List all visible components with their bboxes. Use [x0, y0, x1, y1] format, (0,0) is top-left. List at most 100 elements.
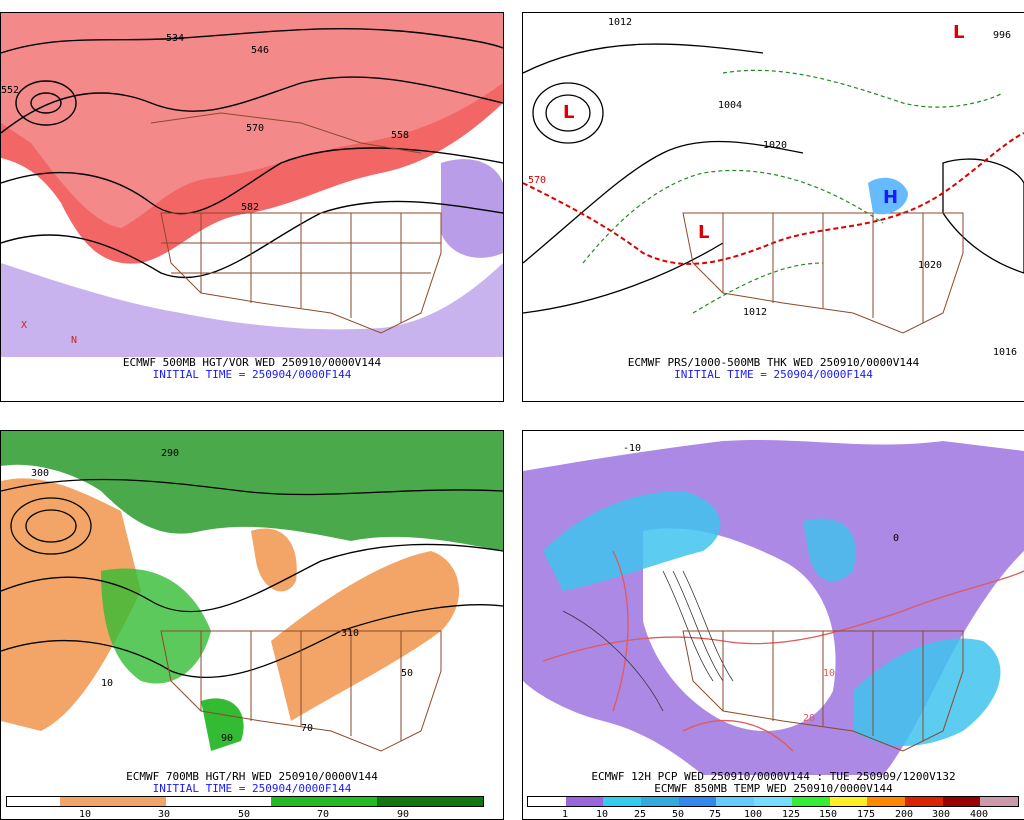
panel-initial-time: INITIAL TIME = 250904/0000F144	[674, 368, 873, 381]
map-label: 90	[221, 733, 233, 744]
pcp-colorbar-label: 125	[781, 809, 801, 820]
map-label: 558	[391, 130, 409, 141]
map-500mb: 534 546 558 570 582 552 X N	[1, 13, 503, 357]
rh-swatch	[218, 797, 272, 806]
pcp-swatch	[829, 797, 868, 806]
pcp-colorbar-label: 400	[969, 809, 989, 820]
rh-dry-region	[1, 478, 141, 731]
rh-swatch	[59, 797, 113, 806]
high-marker: H	[883, 187, 898, 208]
pcp-colorbar-label: 50	[671, 809, 685, 820]
pcp-colorbar-swatches	[527, 796, 1019, 807]
pcp-white-region	[643, 528, 836, 731]
pcp-colorbar-label: 200	[894, 809, 914, 820]
rh-colorbar-label: 10	[78, 809, 92, 820]
panel-initial-time: INITIAL TIME = 250904/0000F144	[152, 368, 352, 381]
map-label: 10	[823, 668, 835, 679]
rh-swatch	[377, 797, 431, 806]
map-label: 1016	[993, 347, 1017, 357]
map-label: 546	[251, 45, 269, 56]
pcp-colorbar-label: 175	[856, 809, 876, 820]
pcp-cyan-region	[853, 638, 1001, 746]
map-label: 10	[101, 678, 113, 689]
political-borders	[682, 630, 964, 752]
panel-12h-pcp-850mb-temp: 0 10 20 -10 ECMWF 12H PCP WED 250910/000…	[522, 430, 1024, 820]
rh-moist-region	[1, 431, 503, 551]
pcp-colorbar-label: 1	[561, 809, 569, 820]
panel-prs-thk: 1012 996 1004 1020 1012 570 1020 1016 L …	[522, 12, 1024, 402]
pcp-swatch	[791, 797, 830, 806]
political-borders	[150, 112, 442, 334]
rh-swatch	[430, 797, 484, 806]
map-label: 310	[341, 628, 359, 639]
rh-swatch	[165, 797, 219, 806]
map-label: 50	[401, 668, 413, 679]
political-borders	[682, 212, 964, 334]
map-label: N	[71, 335, 77, 346]
pcp-swatch	[603, 797, 642, 806]
pcp-colorbar-label: 75	[708, 809, 722, 820]
map-label: 996	[993, 30, 1011, 41]
pcp-cyan-region	[543, 491, 721, 591]
pcp-swatch	[716, 797, 755, 806]
map-label: 1012	[743, 307, 767, 318]
rh-swatch	[112, 797, 166, 806]
rh-colorbar-label: 90	[396, 809, 410, 820]
map-label: -10	[623, 443, 641, 454]
map-pcp: 0 10 20 -10	[523, 431, 1024, 775]
panel-caption: ECMWF PRS/1000-500MB THK WED 250910/0000…	[627, 356, 920, 369]
terrain-contours	[562, 570, 734, 712]
map-prs-thk: 1012 996 1004 1020 1012 570 1020 1016 L …	[523, 17, 1024, 357]
map-label: 1020	[918, 260, 942, 271]
map-700mb: 300 290 310 50 70 90 10	[1, 431, 503, 752]
map-label: 534	[166, 33, 184, 44]
map-label: 0	[893, 533, 899, 544]
rh-swatch	[7, 797, 60, 806]
map-label: 290	[161, 448, 179, 459]
pcp-swatch	[565, 797, 604, 806]
pcp-colorbar-label: 10	[595, 809, 609, 820]
map-label: X	[21, 320, 27, 331]
temp-contours	[542, 550, 1024, 752]
low-marker: L	[698, 222, 709, 243]
panel-500mb-hgt-vor: 534 546 558 570 582 552 X N ECMWF 500MB …	[0, 12, 504, 402]
map-label: 1012	[608, 17, 632, 28]
pcp-swatch	[867, 797, 905, 806]
pcp-swatch	[528, 797, 566, 806]
map-label: 70	[301, 723, 313, 734]
rh-colorbar-label: 70	[316, 809, 330, 820]
rh-colorbar-swatches	[6, 796, 484, 807]
low-marker: L	[953, 22, 964, 43]
pcp-colorbar-label: 300	[931, 809, 951, 820]
rh-swatch	[324, 797, 378, 806]
rh-dry-region	[251, 528, 297, 592]
pcp-colorbar-label: 100	[743, 809, 763, 820]
pcp-swatch	[678, 797, 717, 806]
pcp-colorbar-label: 150	[818, 809, 838, 820]
low-marker: L	[563, 102, 574, 123]
rh-dry-region	[271, 551, 460, 721]
political-borders	[160, 630, 442, 752]
height-contours	[1, 28, 503, 279]
pcp-swatch	[942, 797, 981, 806]
height-contours	[1, 478, 503, 679]
map-label: 300	[31, 468, 49, 479]
panel-caption: ECMWF 700MB HGT/RH WED 250910/0000V144	[126, 770, 378, 783]
panel-700mb-hgt-rh: 300 290 310 50 70 90 10 ECMWF 700MB HGT/…	[0, 430, 504, 820]
vorticity-region-light	[1, 13, 503, 228]
panel-caption: ECMWF 12H PCP WED 250910/0000V144 : TUE …	[591, 770, 956, 783]
map-label: 552	[1, 85, 19, 96]
pcp-cyan-region	[803, 518, 856, 582]
rh-moist-region	[101, 568, 211, 684]
map-label: 582	[241, 202, 259, 213]
panel-caption: ECMWF 500MB HGT/VOR WED 250910/0000V144	[122, 356, 382, 369]
rh-colorbar-label: 30	[157, 809, 171, 820]
thickness-green	[582, 69, 1004, 314]
map-label: 1004	[718, 100, 742, 111]
map-label: 20	[803, 713, 815, 724]
rh-moist-region	[201, 698, 244, 751]
pcp-colorbar-label: 25	[633, 809, 647, 820]
map-label: 1020	[763, 140, 787, 151]
panel-initial-time: INITIAL TIME = 250904/0000F144	[152, 782, 352, 795]
pcp-swatch	[904, 797, 943, 806]
